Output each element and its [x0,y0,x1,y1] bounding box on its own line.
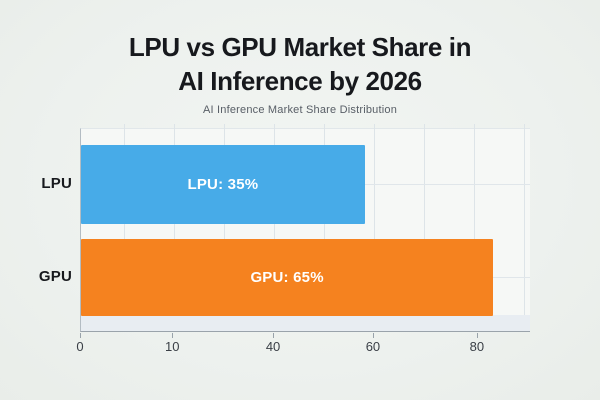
x-axis-tick-label: 40 [265,339,281,354]
x-axis-tick-label: 60 [365,339,381,354]
x-axis-tick-mark [273,333,275,338]
x-axis-tick-label: 10 [165,339,180,354]
bar-label-lpu: LPU: 35% [187,176,259,193]
bar-label-gpu: GPU: 65% [250,269,324,286]
chart-title: LPU vs GPU Market Share in AI Inference … [0,30,600,98]
chart-subtitle: AI Inference Market Share Distribution [202,104,398,116]
x-axis-tick-mark [372,333,374,338]
gridline-vertical [174,124,175,331]
gridline-vertical [524,124,525,331]
bar-gpu: GPU: 65% [81,239,494,316]
x-axis-tick-label: 0 [76,339,84,354]
gridline-vertical [124,124,125,331]
gridline-vertical [274,124,275,331]
gridline-vertical [374,124,375,331]
gridline-vertical [474,124,475,331]
gridline-vertical [324,124,325,331]
gridline-vertical [224,124,225,331]
plot-area: LPU: 35% GPU: 65% [80,124,530,332]
x-axis-tick-label: 80 [469,339,485,354]
y-axis-label-lpu: LPU [41,174,72,192]
x-axis-tick-mark [80,333,81,338]
gridline-vertical [424,124,425,331]
y-axis-label-gpu: GPU [38,267,72,285]
x-axis-tick-mark [476,333,478,338]
chart-title-line2: AI Inference by 2026 [178,66,422,96]
x-axis-tick-mark [172,333,174,338]
chart-title-line1: LPU vs GPU Market Share in [128,32,472,62]
bar-lpu: LPU: 35% [81,145,365,224]
plot-bottom-band [81,315,530,331]
